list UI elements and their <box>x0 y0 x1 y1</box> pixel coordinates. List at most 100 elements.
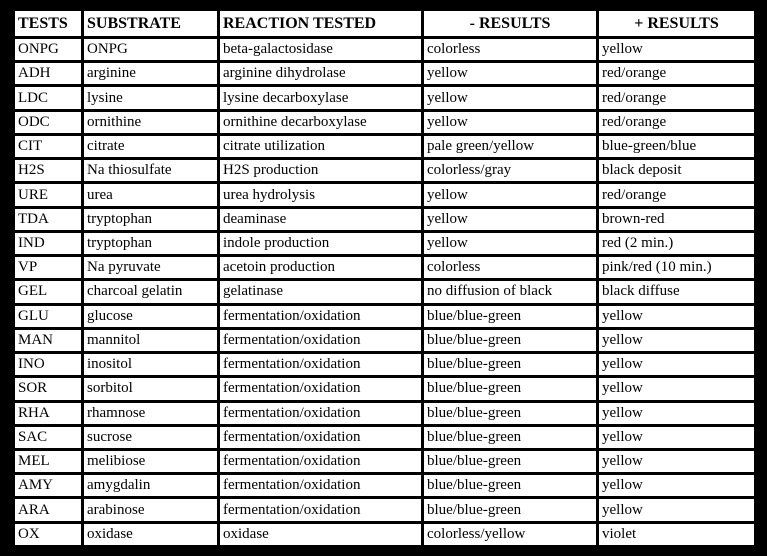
table-row: CIT citrate citrate utilization pale green/… <box>15 135 754 158</box>
cell-test: MEL <box>15 450 81 473</box>
table-row: VP Na pyruvate acetoin production colorless… <box>15 257 754 279</box>
cell-test: URE <box>15 184 81 206</box>
cell-positive-result: yellow <box>599 305 754 327</box>
cell-positive-result: red/orange <box>599 87 754 109</box>
cell-test: AMY <box>15 475 81 497</box>
cell-reaction: fermentation/oxidation <box>220 402 421 424</box>
cell-negative-result: yellow <box>424 208 596 230</box>
cell-reaction: fermentation/oxidation <box>220 450 421 473</box>
table-row: GLU glucose fermentation/oxidation blue/blu… <box>15 305 754 327</box>
cell-reaction: deaminase <box>220 208 421 230</box>
cell-positive-result: violet <box>599 523 754 545</box>
table-row: ARA arabinose fermentation/oxidation blue/b… <box>15 499 754 521</box>
table-row: MEL melibiose fermentation/oxidation blue/b… <box>15 450 754 473</box>
cell-substrate: lysine <box>84 87 217 109</box>
cell-positive-result: red (2 min.) <box>599 232 754 255</box>
cell-negative-result: colorless/gray <box>424 160 596 182</box>
cell-positive-result: black deposit <box>599 160 754 182</box>
cell-substrate: tryptophan <box>84 208 217 230</box>
cell-positive-result: blue-green/blue <box>599 135 754 158</box>
cell-positive-result: red/orange <box>599 63 754 85</box>
header-row: TESTS SUBSTRATE REACTION TESTED - RESULT… <box>15 11 754 36</box>
cell-substrate: oxidase <box>84 523 217 545</box>
cell-positive-result: yellow <box>599 499 754 521</box>
cell-test: OX <box>15 523 81 545</box>
biochemical-tests-table: TESTS SUBSTRATE REACTION TESTED - RESULT… <box>12 8 757 548</box>
cell-test: ODC <box>15 111 81 133</box>
cell-negative-result: yellow <box>424 184 596 206</box>
cell-reaction: arginine dihydrolase <box>220 63 421 85</box>
table-row: LDC lysine lysine decarboxylase yellow red/o… <box>15 87 754 109</box>
cell-substrate: inositol <box>84 354 217 376</box>
header-negative-results: - RESULTS <box>424 11 596 36</box>
cell-test: SOR <box>15 378 81 400</box>
cell-substrate: melibiose <box>84 450 217 473</box>
cell-negative-result: blue/blue-green <box>424 426 596 448</box>
cell-substrate: Na pyruvate <box>84 257 217 279</box>
table-row: SOR sorbitol fermentation/oxidation blue/bl… <box>15 378 754 400</box>
table-row: OX oxidase oxidase colorless/yellow violet <box>15 523 754 545</box>
cell-substrate: arabinose <box>84 499 217 521</box>
cell-negative-result: blue/blue-green <box>424 450 596 473</box>
cell-test: LDC <box>15 87 81 109</box>
cell-positive-result: yellow <box>599 426 754 448</box>
table-row: URE urea urea hydrolysis yellow red/orange <box>15 184 754 206</box>
cell-test: GLU <box>15 305 81 327</box>
cell-test: ONPG <box>15 39 81 61</box>
cell-test: VP <box>15 257 81 279</box>
table-row: IND tryptophan indole production yellow red … <box>15 232 754 255</box>
cell-test: GEL <box>15 281 81 303</box>
cell-positive-result: yellow <box>599 402 754 424</box>
table-row: RHA rhamnose fermentation/oxidation blue/bl… <box>15 402 754 424</box>
cell-reaction: indole production <box>220 232 421 255</box>
cell-reaction: oxidase <box>220 523 421 545</box>
cell-negative-result: colorless/yellow <box>424 523 596 545</box>
cell-reaction: gelatinase <box>220 281 421 303</box>
cell-positive-result: pink/red (10 min.) <box>599 257 754 279</box>
cell-test: RHA <box>15 402 81 424</box>
cell-reaction: beta-galactosidase <box>220 39 421 61</box>
cell-positive-result: yellow <box>599 378 754 400</box>
cell-test: ARA <box>15 499 81 521</box>
cell-reaction: fermentation/oxidation <box>220 305 421 327</box>
cell-negative-result: blue/blue-green <box>424 402 596 424</box>
cell-reaction: fermentation/oxidation <box>220 475 421 497</box>
cell-positive-result: yellow <box>599 39 754 61</box>
cell-substrate: amygdalin <box>84 475 217 497</box>
cell-positive-result: yellow <box>599 450 754 473</box>
table-row: AMY amygdalin fermentation/oxidation blue/b… <box>15 475 754 497</box>
cell-reaction: fermentation/oxidation <box>220 426 421 448</box>
cell-substrate: arginine <box>84 63 217 85</box>
cell-negative-result: yellow <box>424 111 596 133</box>
cell-substrate: sorbitol <box>84 378 217 400</box>
cell-test: INO <box>15 354 81 376</box>
cell-positive-result: brown-red <box>599 208 754 230</box>
cell-reaction: fermentation/oxidation <box>220 378 421 400</box>
cell-test: MAN <box>15 329 81 352</box>
cell-negative-result: blue/blue-green <box>424 475 596 497</box>
header-reaction-tested: REACTION TESTED <box>220 11 421 36</box>
table-row: ADH arginine arginine dihydrolase yellow red… <box>15 63 754 85</box>
table-row: MAN mannitol fermentation/oxidation blue/bl… <box>15 329 754 352</box>
cell-negative-result: pale green/yellow <box>424 135 596 158</box>
header-tests: TESTS <box>15 11 81 36</box>
cell-negative-result: colorless <box>424 257 596 279</box>
table-row: ONPG ONPG beta-galactosidase colorless yell… <box>15 39 754 61</box>
cell-test: H2S <box>15 160 81 182</box>
cell-positive-result: yellow <box>599 329 754 352</box>
cell-positive-result: yellow <box>599 475 754 497</box>
table-row: ODC ornithine ornithine decarboxylase yello… <box>15 111 754 133</box>
cell-substrate: sucrose <box>84 426 217 448</box>
table-row: H2S Na thiosulfate H2S production colorless… <box>15 160 754 182</box>
cell-substrate: ONPG <box>84 39 217 61</box>
cell-negative-result: blue/blue-green <box>424 499 596 521</box>
cell-negative-result: blue/blue-green <box>424 329 596 352</box>
cell-substrate: citrate <box>84 135 217 158</box>
cell-substrate: charcoal gelatin <box>84 281 217 303</box>
cell-positive-result: yellow <box>599 354 754 376</box>
cell-negative-result: blue/blue-green <box>424 378 596 400</box>
table-row: INO inositol fermentation/oxidation blue/bl… <box>15 354 754 376</box>
cell-substrate: ornithine <box>84 111 217 133</box>
table-row: GEL charcoal gelatin gelatinase no diffusio… <box>15 281 754 303</box>
